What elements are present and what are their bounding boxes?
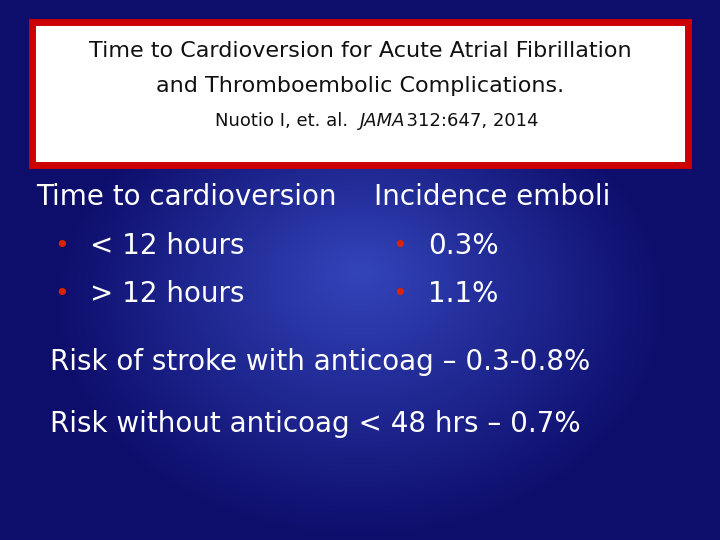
FancyBboxPatch shape bbox=[32, 22, 688, 165]
Text: 0.3%: 0.3% bbox=[428, 232, 499, 260]
Text: •: • bbox=[54, 282, 68, 306]
Text: JAMA: JAMA bbox=[360, 112, 405, 131]
Text: Time to Cardioversion for Acute Atrial Fibrillation: Time to Cardioversion for Acute Atrial F… bbox=[89, 41, 631, 62]
Text: > 12 hours: > 12 hours bbox=[90, 280, 245, 308]
Text: Nuotio I, et. al.: Nuotio I, et. al. bbox=[215, 112, 360, 131]
Text: 1.1%: 1.1% bbox=[428, 280, 499, 308]
Text: •: • bbox=[54, 234, 68, 258]
Text: •: • bbox=[392, 282, 407, 306]
Text: Risk of stroke with anticoag – 0.3-0.8%: Risk of stroke with anticoag – 0.3-0.8% bbox=[50, 348, 590, 376]
Text: Risk without anticoag < 48 hrs – 0.7%: Risk without anticoag < 48 hrs – 0.7% bbox=[50, 410, 581, 438]
Text: Incidence emboli: Incidence emboli bbox=[374, 183, 611, 211]
Text: < 12 hours: < 12 hours bbox=[90, 232, 245, 260]
Text: •: • bbox=[392, 234, 407, 258]
Text: Time to cardioversion: Time to cardioversion bbox=[36, 183, 336, 211]
Text: and Thromboembolic Complications.: and Thromboembolic Complications. bbox=[156, 76, 564, 97]
Text: 312:647, 2014: 312:647, 2014 bbox=[395, 112, 538, 131]
